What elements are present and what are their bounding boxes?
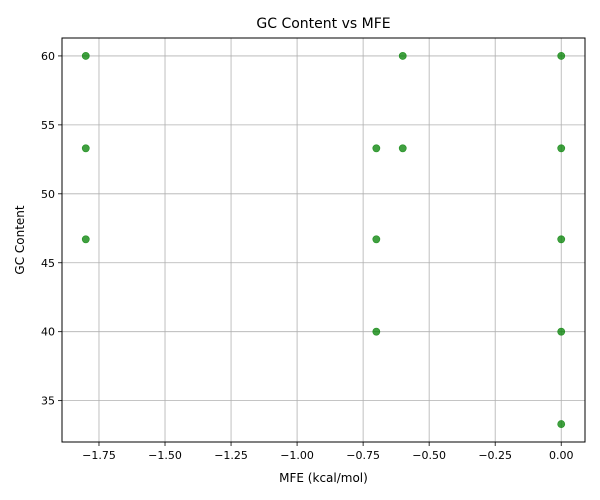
x-tick-label: −0.75 bbox=[346, 449, 380, 462]
data-point bbox=[398, 52, 407, 60]
data-point bbox=[372, 144, 381, 153]
data-point bbox=[398, 144, 407, 153]
x-tick-label: 0.00 bbox=[549, 449, 574, 462]
y-axis-ticks: 35 40 45 50 55 60 bbox=[41, 50, 62, 408]
data-point bbox=[557, 420, 566, 428]
data-point bbox=[557, 144, 566, 153]
y-tick-label: 40 bbox=[41, 326, 55, 339]
data-point bbox=[81, 52, 90, 60]
data-point bbox=[557, 235, 566, 244]
y-tick-label: 60 bbox=[41, 50, 55, 63]
grid-lines bbox=[62, 38, 585, 442]
data-point bbox=[81, 235, 90, 244]
y-tick-label: 35 bbox=[41, 395, 55, 408]
x-tick-label: −0.25 bbox=[478, 449, 512, 462]
x-tick-label: −1.50 bbox=[148, 449, 182, 462]
y-tick-label: 45 bbox=[41, 257, 55, 270]
plot-area-frame bbox=[61, 37, 586, 443]
x-tick-label: −1.75 bbox=[82, 449, 116, 462]
y-axis-title: GC Content bbox=[13, 205, 27, 275]
x-axis-ticks: −1.75 −1.50 −1.25 −1.00 −0.75 −0.50 −0.25 0.00 bbox=[82, 442, 573, 462]
y-tick-label: 55 bbox=[41, 119, 55, 132]
x-tick-label: −1.25 bbox=[214, 449, 248, 462]
data-point bbox=[557, 52, 566, 60]
data-point bbox=[81, 144, 90, 153]
y-tick-label: 50 bbox=[41, 188, 55, 201]
data-point bbox=[372, 327, 381, 336]
data-point bbox=[372, 235, 381, 244]
x-axis-title: MFE (kcal/mol) bbox=[279, 471, 368, 485]
chart-title: GC Content vs MFE bbox=[256, 16, 390, 32]
data-points bbox=[81, 52, 566, 428]
data-point bbox=[557, 327, 566, 336]
x-tick-label: −0.50 bbox=[412, 449, 446, 462]
x-tick-label: −1.00 bbox=[280, 449, 314, 462]
